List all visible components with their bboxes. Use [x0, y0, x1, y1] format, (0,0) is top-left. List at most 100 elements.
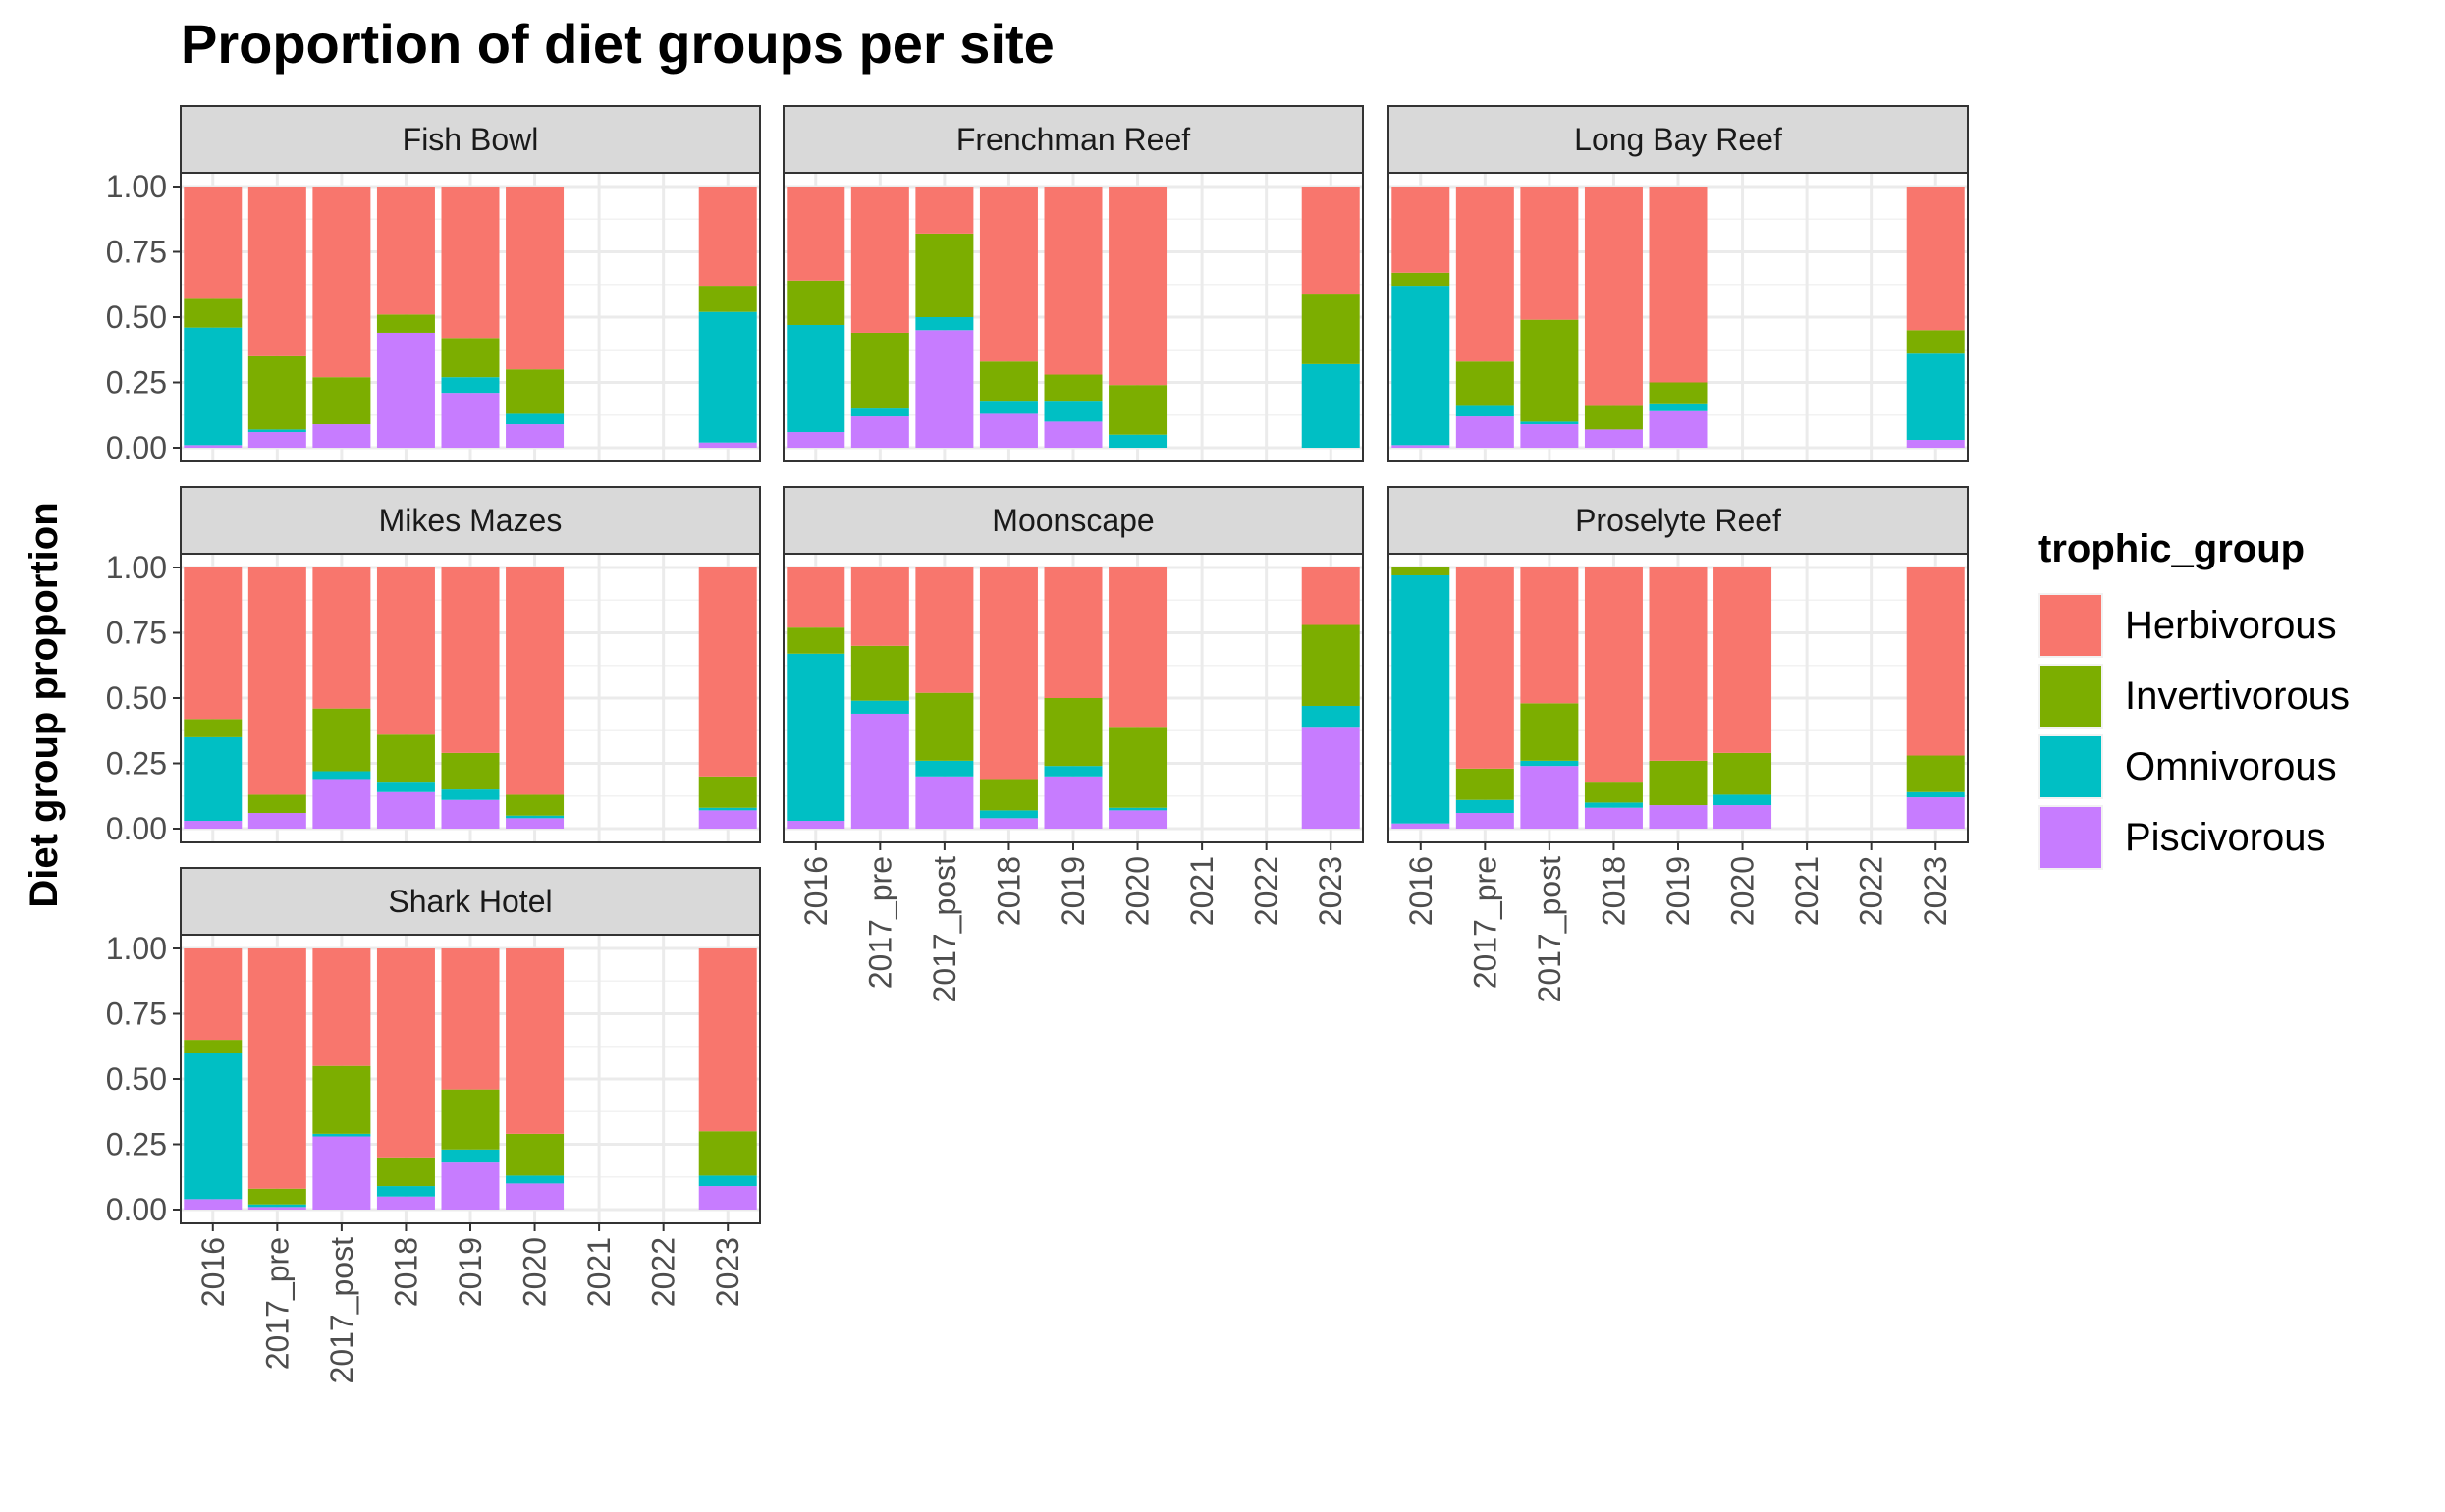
bar-stack-2017-post: [312, 567, 371, 829]
bar-segment-herbivorous: [787, 567, 845, 628]
x-tick-label: 2020: [1120, 856, 1156, 926]
bar-segment-piscivorous: [376, 332, 435, 448]
bar-segment-omnivorous: [698, 807, 757, 811]
bar-segment-piscivorous: [1301, 727, 1360, 829]
bar-segment-piscivorous: [915, 776, 974, 829]
y-tick-label: 1.00: [106, 931, 167, 966]
y-tick-label: 0.00: [106, 811, 167, 846]
bar-segment-herbivorous: [506, 948, 565, 1134]
panel-border: [1387, 172, 1969, 462]
facet-strip-label: Long Bay Reef: [1574, 122, 1782, 157]
x-tick-label: 2017_pre: [1467, 856, 1502, 989]
y-tick-label: 0.50: [106, 1061, 167, 1097]
bar-segment-herbivorous: [1109, 187, 1168, 386]
bar-segment-herbivorous: [915, 187, 974, 234]
bar-segment-herbivorous: [247, 187, 306, 356]
x-tick-label: 2016: [798, 856, 834, 926]
bar-segment-piscivorous: [376, 1196, 435, 1210]
bar-segment-omnivorous: [698, 311, 757, 443]
y-tick-label: 0.75: [106, 997, 167, 1032]
bar-segment-invertivorous: [376, 1157, 435, 1187]
bar-segment-herbivorous: [376, 948, 435, 1158]
legend-item-herbivorous: Herbivorous: [2038, 593, 2337, 658]
bar-segment-invertivorous: [1301, 294, 1360, 364]
bar-segment-herbivorous: [441, 187, 500, 339]
x-tick-label: 2016: [1403, 856, 1439, 926]
bar-segment-piscivorous: [1391, 445, 1450, 448]
bar-segment-invertivorous: [506, 369, 565, 414]
bar-segment-herbivorous: [312, 187, 371, 378]
bar-segment-piscivorous: [1906, 797, 1965, 829]
bar-stack-2019: [1044, 187, 1103, 448]
x-tick-label: 2018: [991, 856, 1026, 926]
bar-segment-invertivorous: [1584, 782, 1643, 803]
bar-stack-2017-post: [915, 187, 974, 448]
bar-segment-omnivorous: [1713, 794, 1772, 806]
bar-stack-2023: [698, 187, 757, 448]
bar-segment-omnivorous: [376, 782, 435, 792]
bar-segment-herbivorous: [441, 567, 500, 753]
bar-segment-invertivorous: [1649, 382, 1708, 404]
bar-stack-2018: [376, 187, 435, 448]
bar-segment-invertivorous: [979, 779, 1038, 811]
bar-segment-invertivorous: [312, 377, 371, 425]
bar-stack-2020: [506, 948, 565, 1210]
bar-segment-invertivorous: [312, 708, 371, 772]
bar-segment-herbivorous: [1906, 187, 1965, 331]
bar-segment-omnivorous: [184, 327, 243, 446]
bar-segment-herbivorous: [1520, 567, 1579, 704]
bar-segment-invertivorous: [1520, 319, 1579, 422]
bar-segment-omnivorous: [979, 401, 1038, 414]
bar-segment-herbivorous: [698, 567, 757, 777]
x-tick-label: 2016: [195, 1237, 231, 1307]
bar-segment-invertivorous: [1044, 374, 1103, 402]
bar-segment-omnivorous: [1584, 802, 1643, 808]
bar-segment-piscivorous: [247, 1207, 306, 1210]
bar-stack-2017-post: [312, 948, 371, 1210]
bar-segment-omnivorous: [506, 413, 565, 425]
bar-stack-2016: [184, 948, 243, 1210]
y-tick-label: 0.75: [106, 616, 167, 651]
bar-segment-piscivorous: [1649, 805, 1708, 829]
bar-segment-piscivorous: [441, 799, 500, 829]
bar-segment-invertivorous: [787, 627, 845, 654]
bar-segment-piscivorous: [184, 1199, 243, 1210]
bar-segment-herbivorous: [184, 567, 243, 720]
bar-segment-herbivorous: [506, 567, 565, 795]
bar-stack-2016: [787, 567, 845, 829]
bar-segment-piscivorous: [1109, 810, 1168, 829]
bar-segment-omnivorous: [1044, 766, 1103, 777]
bar-segment-herbivorous: [312, 948, 371, 1066]
bar-segment-piscivorous: [698, 1186, 757, 1210]
bar-segment-herbivorous: [1649, 567, 1708, 761]
bar-segment-piscivorous: [1455, 416, 1514, 448]
bar-stack-2017-pre: [247, 567, 306, 829]
bar-segment-herbivorous: [1584, 187, 1643, 406]
bar-segment-omnivorous: [247, 1204, 306, 1208]
facet-strip-label: Mikes Mazes: [379, 503, 563, 538]
x-tick-label: 2023: [1918, 856, 1953, 926]
bar-segment-piscivorous: [1044, 776, 1103, 829]
bar-stack-2016: [184, 567, 243, 829]
bar-segment-invertivorous: [1109, 727, 1168, 808]
bar-segment-piscivorous: [247, 432, 306, 448]
y-tick-label: 0.50: [106, 299, 167, 335]
bar-segment-piscivorous: [1713, 805, 1772, 829]
bar-stack-2019: [1649, 187, 1708, 448]
bar-segment-herbivorous: [698, 187, 757, 287]
legend-item-piscivorous: Piscivorous: [2038, 805, 2326, 870]
bar-segment-herbivorous: [1391, 187, 1450, 273]
bar-segment-piscivorous: [850, 713, 909, 829]
bar-stack-2017-post: [1520, 187, 1579, 448]
bar-segment-omnivorous: [312, 771, 371, 780]
bar-segment-herbivorous: [1906, 567, 1965, 756]
bar-segment-omnivorous: [184, 736, 243, 822]
bar-stack-2016: [787, 187, 845, 448]
bar-segment-herbivorous: [979, 187, 1038, 362]
bar-segment-piscivorous: [376, 791, 435, 829]
bar-segment-herbivorous: [441, 948, 500, 1090]
bar-segment-omnivorous: [1109, 434, 1168, 448]
legend-swatch: [2040, 666, 2101, 727]
facet-proselyte-reef: Proselyte Reef 2016 2017_pre 2017_post 2018 2…: [1387, 486, 1969, 1002]
